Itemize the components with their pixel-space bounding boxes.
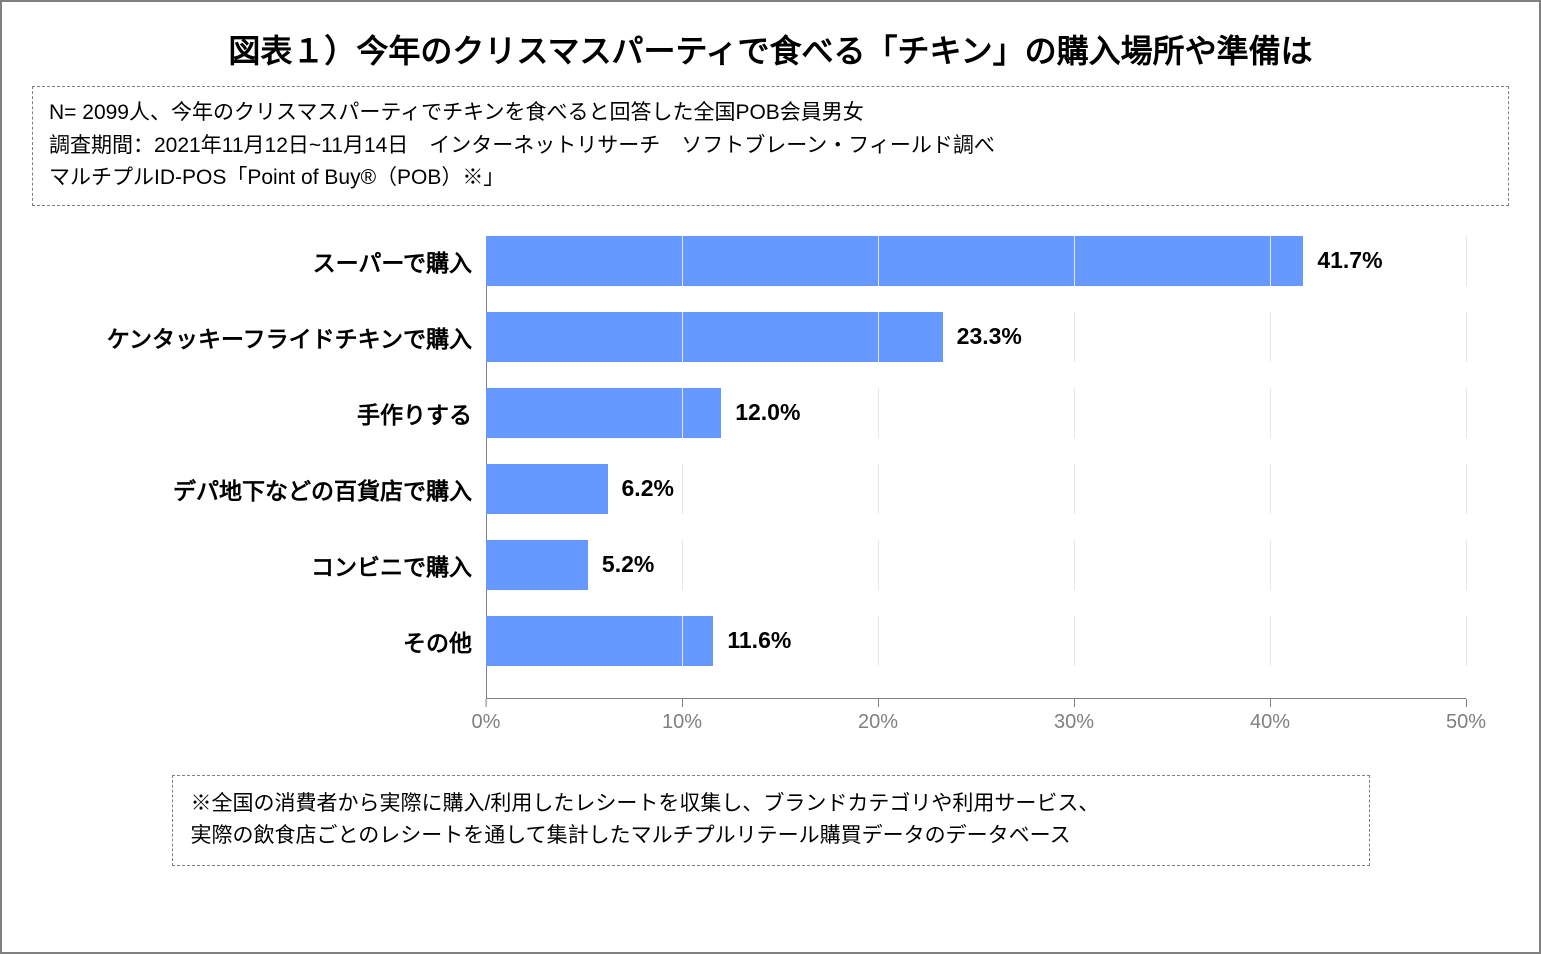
plot-cell: 23.3% xyxy=(486,312,1466,362)
x-tick-label: 10% xyxy=(662,711,702,734)
footnote-box: ※全国の消費者から実際に購入/利用したレシートを収集し、ブランドカテゴリや利用サ… xyxy=(172,775,1370,866)
category-label: その他 xyxy=(32,624,486,658)
x-tick-label: 20% xyxy=(858,711,898,734)
plot-cell: 41.7% xyxy=(486,236,1466,286)
bar-rect xyxy=(486,616,713,666)
x-tick: 30% xyxy=(1054,699,1094,734)
bar-value-label: 11.6% xyxy=(727,627,791,654)
x-tick-label: 30% xyxy=(1054,711,1094,734)
x-axis-line: 0%10%20%30%40%50% xyxy=(486,698,1466,739)
bar-rect xyxy=(486,464,608,514)
plot-cell: 5.2% xyxy=(486,540,1466,590)
note-line: N= 2099人、今年のクリスマスパーティでチキンを食べると回答した全国POB会… xyxy=(49,97,1492,130)
chart-frame: 図表１）今年のクリスマスパーティで食べる「チキン」の購入場所や準備は N= 20… xyxy=(0,0,1541,954)
x-tick: 0% xyxy=(472,699,501,734)
chart-row: その他 11.6% xyxy=(32,616,1509,666)
chart-row: コンビニで購入 5.2% xyxy=(32,540,1509,590)
bar: 41.7% xyxy=(486,236,1466,286)
footnote-line: ※全国の消費者から実際に購入/利用したレシートを収集し、ブランドカテゴリや利用サ… xyxy=(191,788,1351,821)
note-line: マルチプルID-POS「Point of Buy®（POB）※」 xyxy=(49,162,1492,195)
x-axis: 0%10%20%30%40%50% xyxy=(486,692,1466,739)
chart-row: デパ地下などの百貨店で購入 6.2% xyxy=(32,464,1509,514)
category-label: ケンタッキーフライドチキンで購入 xyxy=(32,320,486,354)
x-tick: 20% xyxy=(858,699,898,734)
x-tick-label: 40% xyxy=(1250,711,1290,734)
chart-title: 図表１）今年のクリスマスパーティで食べる「チキン」の購入場所や準備は xyxy=(32,26,1509,72)
bar-value-label: 23.3% xyxy=(957,323,1022,350)
chart-row: ケンタッキーフライドチキンで購入 23.3% xyxy=(32,312,1509,362)
footnote-line: 実際の飲食店ごとのレシートを通して集計したマルチプルリテール購買データのデータベ… xyxy=(191,820,1351,853)
bar: 11.6% xyxy=(486,616,1466,666)
category-label: コンビニで購入 xyxy=(32,548,486,582)
bar: 5.2% xyxy=(486,540,1466,590)
bar-rect xyxy=(486,236,1303,286)
plot-cell: 12.0% xyxy=(486,388,1466,438)
bar-chart: スーパーで購入 41.7% ケンタッキーフライドチキンで購入 23.3% 手作りする 12… xyxy=(32,236,1509,739)
category-label: デパ地下などの百貨店で購入 xyxy=(32,472,486,506)
bar-value-label: 5.2% xyxy=(602,551,654,578)
x-tick-label: 0% xyxy=(472,711,501,734)
x-tick: 40% xyxy=(1250,699,1290,734)
bar-rect xyxy=(486,540,588,590)
x-tick-label: 50% xyxy=(1446,711,1486,734)
plot-cell: 6.2% xyxy=(486,464,1466,514)
chart-row: 手作りする 12.0% xyxy=(32,388,1509,438)
bar-value-label: 6.2% xyxy=(622,475,674,502)
bar: 23.3% xyxy=(486,312,1466,362)
x-tick: 50% xyxy=(1446,699,1486,734)
plot-cell: 11.6% xyxy=(486,616,1466,666)
bar-value-label: 41.7% xyxy=(1317,247,1382,274)
chart-row: スーパーで購入 41.7% xyxy=(32,236,1509,286)
chart-rows: スーパーで購入 41.7% ケンタッキーフライドチキンで購入 23.3% 手作りする 12… xyxy=(32,236,1509,666)
bar-value-label: 12.0% xyxy=(735,399,800,426)
x-tick: 10% xyxy=(662,699,702,734)
bar: 12.0% xyxy=(486,388,1466,438)
bar-rect xyxy=(486,388,721,438)
survey-note-box: N= 2099人、今年のクリスマスパーティでチキンを食べると回答した全国POB会… xyxy=(32,86,1509,206)
note-line: 調査期間：2021年11月12日~11月14日 インターネットリサーチ ソフトブ… xyxy=(49,130,1492,163)
bar: 6.2% xyxy=(486,464,1466,514)
category-label: 手作りする xyxy=(32,396,486,430)
category-label: スーパーで購入 xyxy=(32,244,486,278)
bar-rect xyxy=(486,312,943,362)
